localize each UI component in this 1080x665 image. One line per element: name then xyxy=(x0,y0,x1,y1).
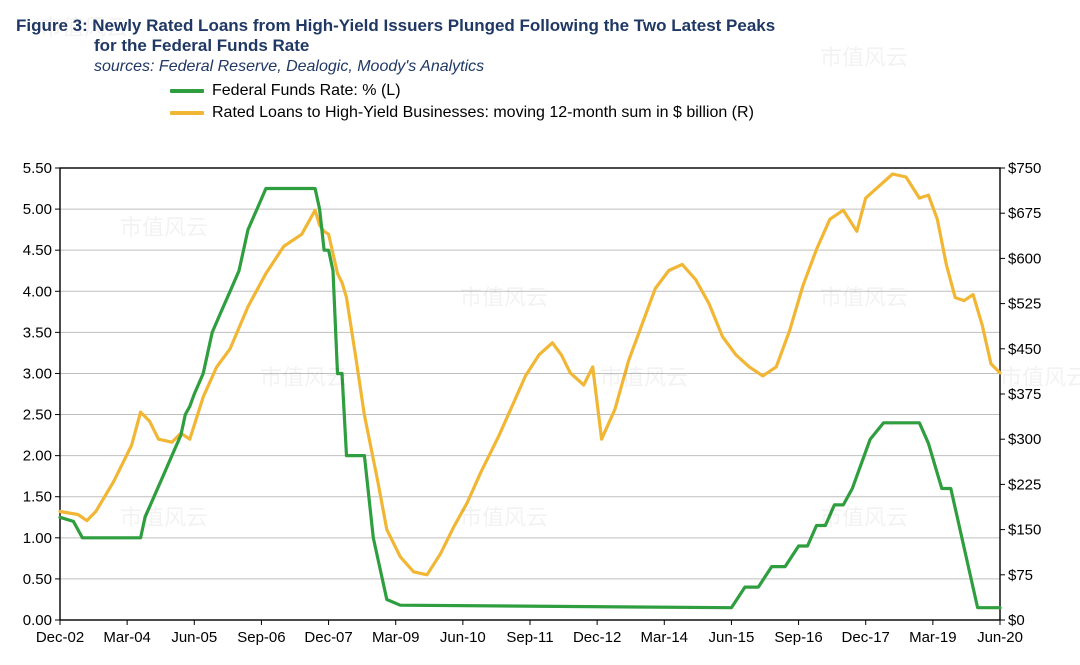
legend-swatch-fed-funds xyxy=(170,89,204,93)
svg-text:$300: $300 xyxy=(1008,431,1041,448)
svg-text:Sep-16: Sep-16 xyxy=(774,629,822,646)
svg-text:5.00: 5.00 xyxy=(23,201,52,218)
svg-text:Jun-15: Jun-15 xyxy=(708,629,754,646)
svg-text:4.50: 4.50 xyxy=(23,242,52,259)
legend-label-rated-loans: Rated Loans to High-Yield Businesses: mo… xyxy=(212,104,754,122)
svg-text:$750: $750 xyxy=(1008,160,1041,177)
svg-text:0.00: 0.00 xyxy=(23,612,52,629)
title-block: Figure 3: Newly Rated Loans from High-Yi… xyxy=(16,16,1060,76)
svg-text:$150: $150 xyxy=(1008,522,1041,539)
legend: Federal Funds Rate: % (L) Rated Loans to… xyxy=(170,80,1060,124)
svg-text:$525: $525 xyxy=(1008,296,1041,313)
svg-text:Jun-10: Jun-10 xyxy=(440,629,486,646)
svg-text:1.50: 1.50 xyxy=(23,489,52,506)
svg-text:1.00: 1.00 xyxy=(23,530,52,547)
legend-swatch-rated-loans xyxy=(170,111,204,115)
svg-text:Dec-02: Dec-02 xyxy=(36,629,84,646)
svg-text:$375: $375 xyxy=(1008,386,1041,403)
svg-text:5.50: 5.50 xyxy=(23,160,52,177)
svg-text:Sep-06: Sep-06 xyxy=(237,629,285,646)
figure-title-row: Figure 3: Newly Rated Loans from High-Yi… xyxy=(16,16,1060,36)
svg-text:Mar-19: Mar-19 xyxy=(909,629,957,646)
legend-item-fed-funds: Federal Funds Rate: % (L) xyxy=(170,80,1060,102)
svg-text:2.00: 2.00 xyxy=(23,448,52,465)
figure-sources: sources: Federal Reserve, Dealogic, Mood… xyxy=(94,58,1060,76)
figure-container: Figure 3: Newly Rated Loans from High-Yi… xyxy=(0,0,1080,665)
svg-text:$675: $675 xyxy=(1008,205,1041,222)
svg-text:Jun-05: Jun-05 xyxy=(171,629,217,646)
figure-label: Figure 3: xyxy=(16,16,88,35)
svg-text:$225: $225 xyxy=(1008,476,1041,493)
chart-svg: 0.00 0.50 1.00 1.50 2.00 2.50 3.00 3.50 4.00 4.50… xyxy=(10,160,1060,650)
legend-item-rated-loans: Rated Loans to High-Yield Businesses: mo… xyxy=(170,102,1060,124)
figure-title-line2: for the Federal Funds Rate xyxy=(94,36,1060,56)
legend-label-fed-funds: Federal Funds Rate: % (L) xyxy=(212,82,401,100)
svg-text:Mar-09: Mar-09 xyxy=(372,629,420,646)
figure-title-line1: Newly Rated Loans from High-Yield Issuer… xyxy=(92,16,775,35)
svg-text:4.00: 4.00 xyxy=(23,283,52,300)
svg-text:$600: $600 xyxy=(1008,250,1041,267)
svg-text:2.50: 2.50 xyxy=(23,407,52,424)
svg-text:Mar-14: Mar-14 xyxy=(641,629,689,646)
svg-text:Sep-11: Sep-11 xyxy=(506,629,553,646)
svg-text:Mar-04: Mar-04 xyxy=(103,629,151,646)
svg-text:Dec-17: Dec-17 xyxy=(842,629,890,646)
svg-text:3.50: 3.50 xyxy=(23,324,52,341)
svg-text:0.50: 0.50 xyxy=(23,571,52,588)
svg-text:3.00: 3.00 xyxy=(23,365,52,382)
svg-text:$75: $75 xyxy=(1008,567,1033,584)
svg-text:Jun-20: Jun-20 xyxy=(977,629,1023,646)
svg-text:$0: $0 xyxy=(1008,612,1025,629)
svg-text:Dec-12: Dec-12 xyxy=(573,629,621,646)
svg-text:Dec-07: Dec-07 xyxy=(304,629,352,646)
chart: 0.00 0.50 1.00 1.50 2.00 2.50 3.00 3.50 4.00 4.50… xyxy=(10,160,1060,643)
svg-text:$450: $450 xyxy=(1008,341,1041,358)
